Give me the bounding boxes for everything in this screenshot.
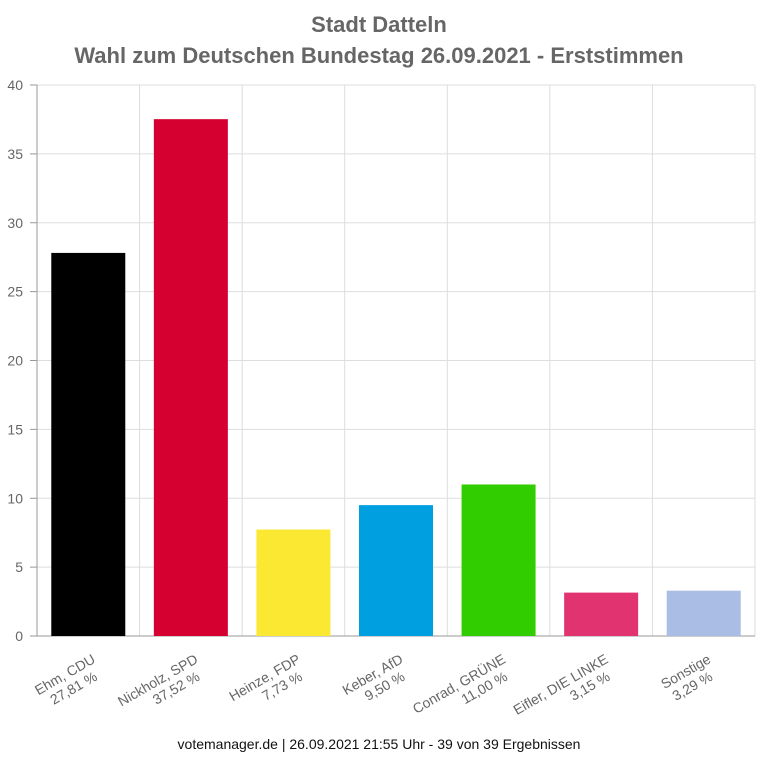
y-tick-label: 0 bbox=[15, 628, 23, 644]
chart-title-line-2: Wahl zum Deutschen Bundestag 26.09.2021 … bbox=[74, 43, 684, 68]
bar bbox=[51, 252, 126, 637]
y-tick-label: 40 bbox=[7, 77, 23, 93]
x-tick-label-text: Heinze, FDP7,73 % bbox=[226, 651, 311, 718]
x-tick-label-text: Eifler, DIE LINKE3,15 % bbox=[510, 651, 618, 732]
y-tick-label: 10 bbox=[7, 490, 23, 506]
y-tick-label: 25 bbox=[7, 284, 23, 300]
x-tick-label-text: Nickholz, SPD37,52 % bbox=[115, 651, 208, 723]
bar bbox=[256, 529, 331, 636]
bar bbox=[153, 119, 228, 637]
y-tick-label: 30 bbox=[7, 215, 23, 231]
chart-title-line-1: Stadt Datteln bbox=[311, 12, 447, 37]
bar bbox=[666, 590, 741, 636]
footer-source: votemanager.de | 26.09.2021 21:55 Uhr - … bbox=[177, 736, 581, 752]
bar bbox=[359, 505, 433, 636]
x-tick-label: Eifler, DIE LINKE3,15 % bbox=[510, 651, 618, 732]
bar-chart: 0 5 10 15 20 25 30 35 40 Ehm, CDU27,81 % Nickholz,… bbox=[7, 77, 756, 732]
x-tick-label-text: Ehm, CDU27,81 % bbox=[32, 651, 106, 712]
y-tick-label: 20 bbox=[7, 353, 23, 369]
x-tick-label: Sonstige3,29 % bbox=[658, 651, 721, 706]
x-tick-label: Nickholz, SPD37,52 % bbox=[115, 651, 208, 723]
x-tick-label-text: Sonstige3,29 % bbox=[658, 651, 721, 706]
y-tick-label: 35 bbox=[7, 146, 23, 162]
x-tick-label: Conrad, GRÜNE11,00 % bbox=[409, 650, 516, 731]
bar bbox=[564, 592, 639, 636]
x-tick-label-text: Keber, AfD9,50 % bbox=[340, 651, 414, 712]
x-tick-label: Ehm, CDU27,81 % bbox=[32, 651, 106, 712]
x-tick-label: Heinze, FDP7,73 % bbox=[226, 651, 311, 718]
x-tick-label-text: Conrad, GRÜNE11,00 % bbox=[409, 650, 516, 731]
y-tick-label: 5 bbox=[15, 559, 23, 575]
x-tick-label: Keber, AfD9,50 % bbox=[340, 651, 414, 712]
y-tick-label: 15 bbox=[7, 421, 23, 437]
bar bbox=[461, 484, 536, 636]
